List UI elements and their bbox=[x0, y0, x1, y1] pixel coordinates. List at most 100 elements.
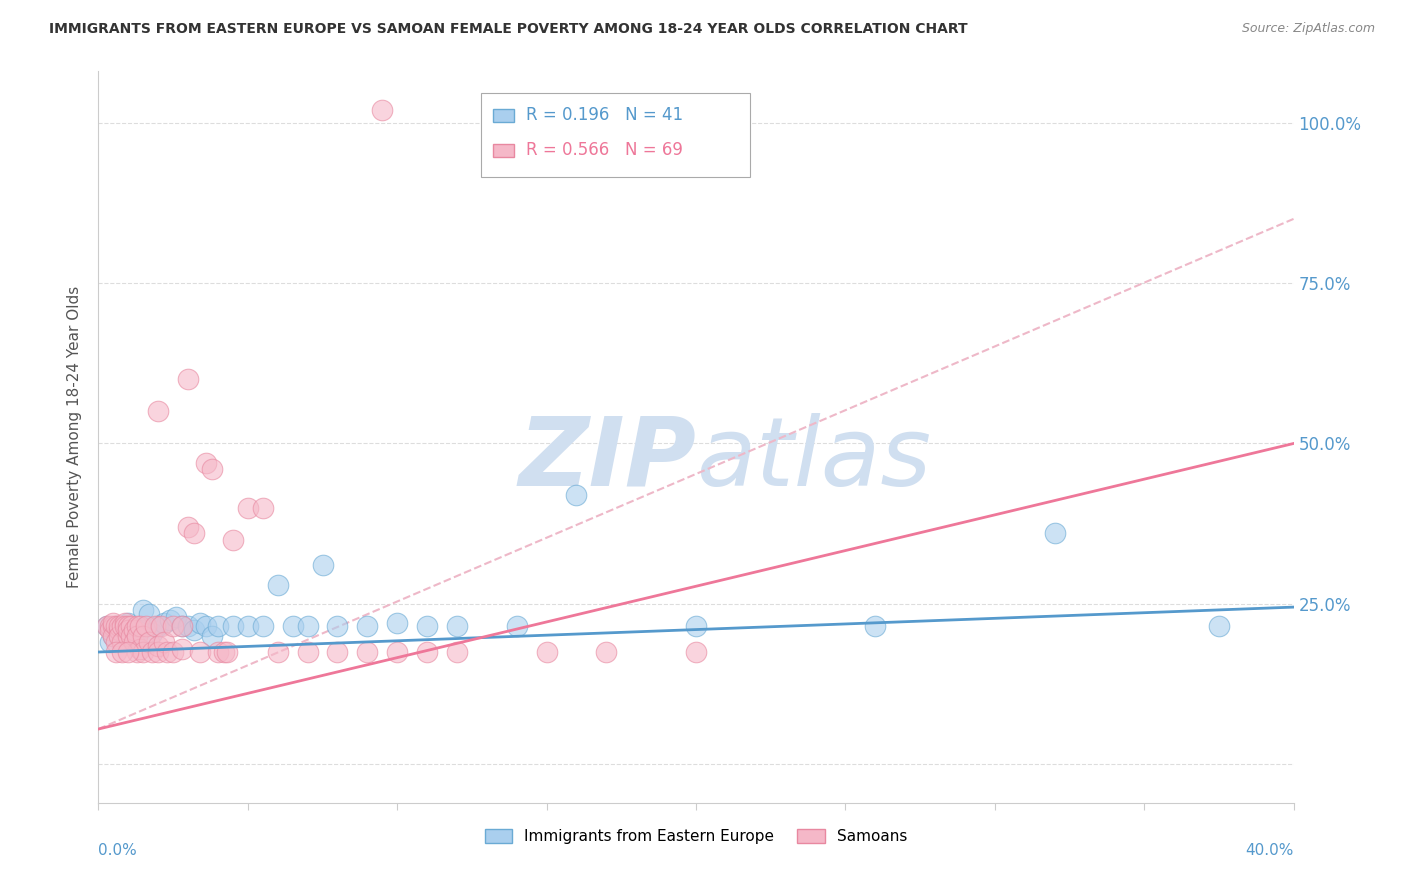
Point bbox=[132, 629, 155, 643]
Point bbox=[138, 607, 160, 621]
Point bbox=[129, 623, 152, 637]
Point bbox=[371, 103, 394, 117]
FancyBboxPatch shape bbox=[481, 94, 749, 178]
Point bbox=[172, 619, 194, 633]
Point bbox=[595, 645, 617, 659]
Point bbox=[98, 635, 122, 649]
Point bbox=[165, 609, 187, 624]
Point bbox=[138, 635, 160, 649]
Point bbox=[117, 623, 139, 637]
Point bbox=[172, 641, 194, 656]
Point bbox=[416, 619, 439, 633]
Point bbox=[127, 645, 149, 659]
Point bbox=[865, 619, 887, 633]
Point bbox=[207, 619, 229, 633]
Point bbox=[565, 488, 588, 502]
Point bbox=[446, 619, 468, 633]
Point bbox=[105, 619, 128, 633]
Point bbox=[120, 629, 142, 643]
Point bbox=[124, 623, 146, 637]
Point bbox=[114, 616, 136, 631]
Point bbox=[267, 577, 290, 591]
Text: 0.0%: 0.0% bbox=[98, 843, 138, 858]
Point bbox=[114, 619, 136, 633]
Point bbox=[416, 645, 439, 659]
Point bbox=[103, 616, 125, 631]
Point bbox=[98, 619, 122, 633]
Point bbox=[297, 645, 319, 659]
Point bbox=[108, 619, 131, 633]
Point bbox=[222, 533, 245, 547]
Point bbox=[150, 619, 173, 633]
Text: R = 0.196   N = 41: R = 0.196 N = 41 bbox=[526, 106, 683, 124]
Point bbox=[105, 635, 128, 649]
Point bbox=[162, 645, 184, 659]
Point bbox=[127, 619, 149, 633]
Point bbox=[195, 619, 218, 633]
Point bbox=[108, 629, 131, 643]
Y-axis label: Female Poverty Among 18-24 Year Olds: Female Poverty Among 18-24 Year Olds bbox=[67, 286, 83, 588]
Point bbox=[98, 623, 122, 637]
Text: R = 0.566   N = 69: R = 0.566 N = 69 bbox=[526, 141, 683, 160]
Point bbox=[111, 635, 134, 649]
Point bbox=[685, 619, 707, 633]
Point bbox=[141, 625, 163, 640]
Point bbox=[536, 645, 558, 659]
Point bbox=[207, 645, 229, 659]
Point bbox=[236, 619, 259, 633]
Point bbox=[132, 603, 155, 617]
Point bbox=[129, 641, 152, 656]
Point bbox=[96, 619, 118, 633]
Text: 40.0%: 40.0% bbox=[1246, 843, 1294, 858]
Point bbox=[148, 404, 170, 418]
Text: IMMIGRANTS FROM EASTERN EUROPE VS SAMOAN FEMALE POVERTY AMONG 18-24 YEAR OLDS CO: IMMIGRANTS FROM EASTERN EUROPE VS SAMOAN… bbox=[49, 22, 967, 37]
Point bbox=[105, 619, 128, 633]
Point bbox=[212, 645, 235, 659]
Point bbox=[148, 619, 170, 633]
Point bbox=[96, 619, 118, 633]
Point bbox=[153, 616, 176, 631]
Point bbox=[132, 645, 155, 659]
Point bbox=[108, 623, 131, 637]
Point bbox=[183, 623, 205, 637]
Text: Source: ZipAtlas.com: Source: ZipAtlas.com bbox=[1241, 22, 1375, 36]
Point bbox=[148, 645, 170, 659]
Point bbox=[117, 619, 139, 633]
Point bbox=[153, 635, 176, 649]
Point bbox=[177, 619, 200, 633]
Point bbox=[385, 616, 409, 631]
Point bbox=[117, 645, 139, 659]
Text: ZIP: ZIP bbox=[517, 412, 696, 506]
Point bbox=[141, 645, 163, 659]
Point bbox=[148, 639, 170, 653]
Point bbox=[1043, 526, 1066, 541]
Point bbox=[127, 629, 149, 643]
Point bbox=[685, 645, 707, 659]
Point bbox=[267, 645, 290, 659]
Point bbox=[103, 629, 125, 643]
FancyBboxPatch shape bbox=[494, 144, 515, 157]
Point bbox=[129, 619, 152, 633]
Point bbox=[172, 619, 194, 633]
Point bbox=[162, 619, 184, 633]
Point bbox=[177, 372, 200, 386]
Legend: Immigrants from Eastern Europe, Samoans: Immigrants from Eastern Europe, Samoans bbox=[478, 822, 914, 850]
Point bbox=[356, 619, 378, 633]
Point bbox=[201, 462, 224, 476]
Point bbox=[195, 456, 218, 470]
Point bbox=[117, 629, 139, 643]
Point bbox=[105, 645, 128, 659]
Point bbox=[281, 619, 304, 633]
Point bbox=[252, 500, 274, 515]
Point bbox=[111, 619, 134, 633]
Point bbox=[117, 616, 139, 631]
Point bbox=[188, 616, 211, 631]
Point bbox=[326, 645, 349, 659]
Point bbox=[201, 629, 224, 643]
Point bbox=[120, 619, 142, 633]
Point bbox=[1208, 619, 1230, 633]
Point bbox=[236, 500, 259, 515]
Point bbox=[326, 619, 349, 633]
Point bbox=[103, 619, 125, 633]
Point bbox=[103, 629, 125, 643]
